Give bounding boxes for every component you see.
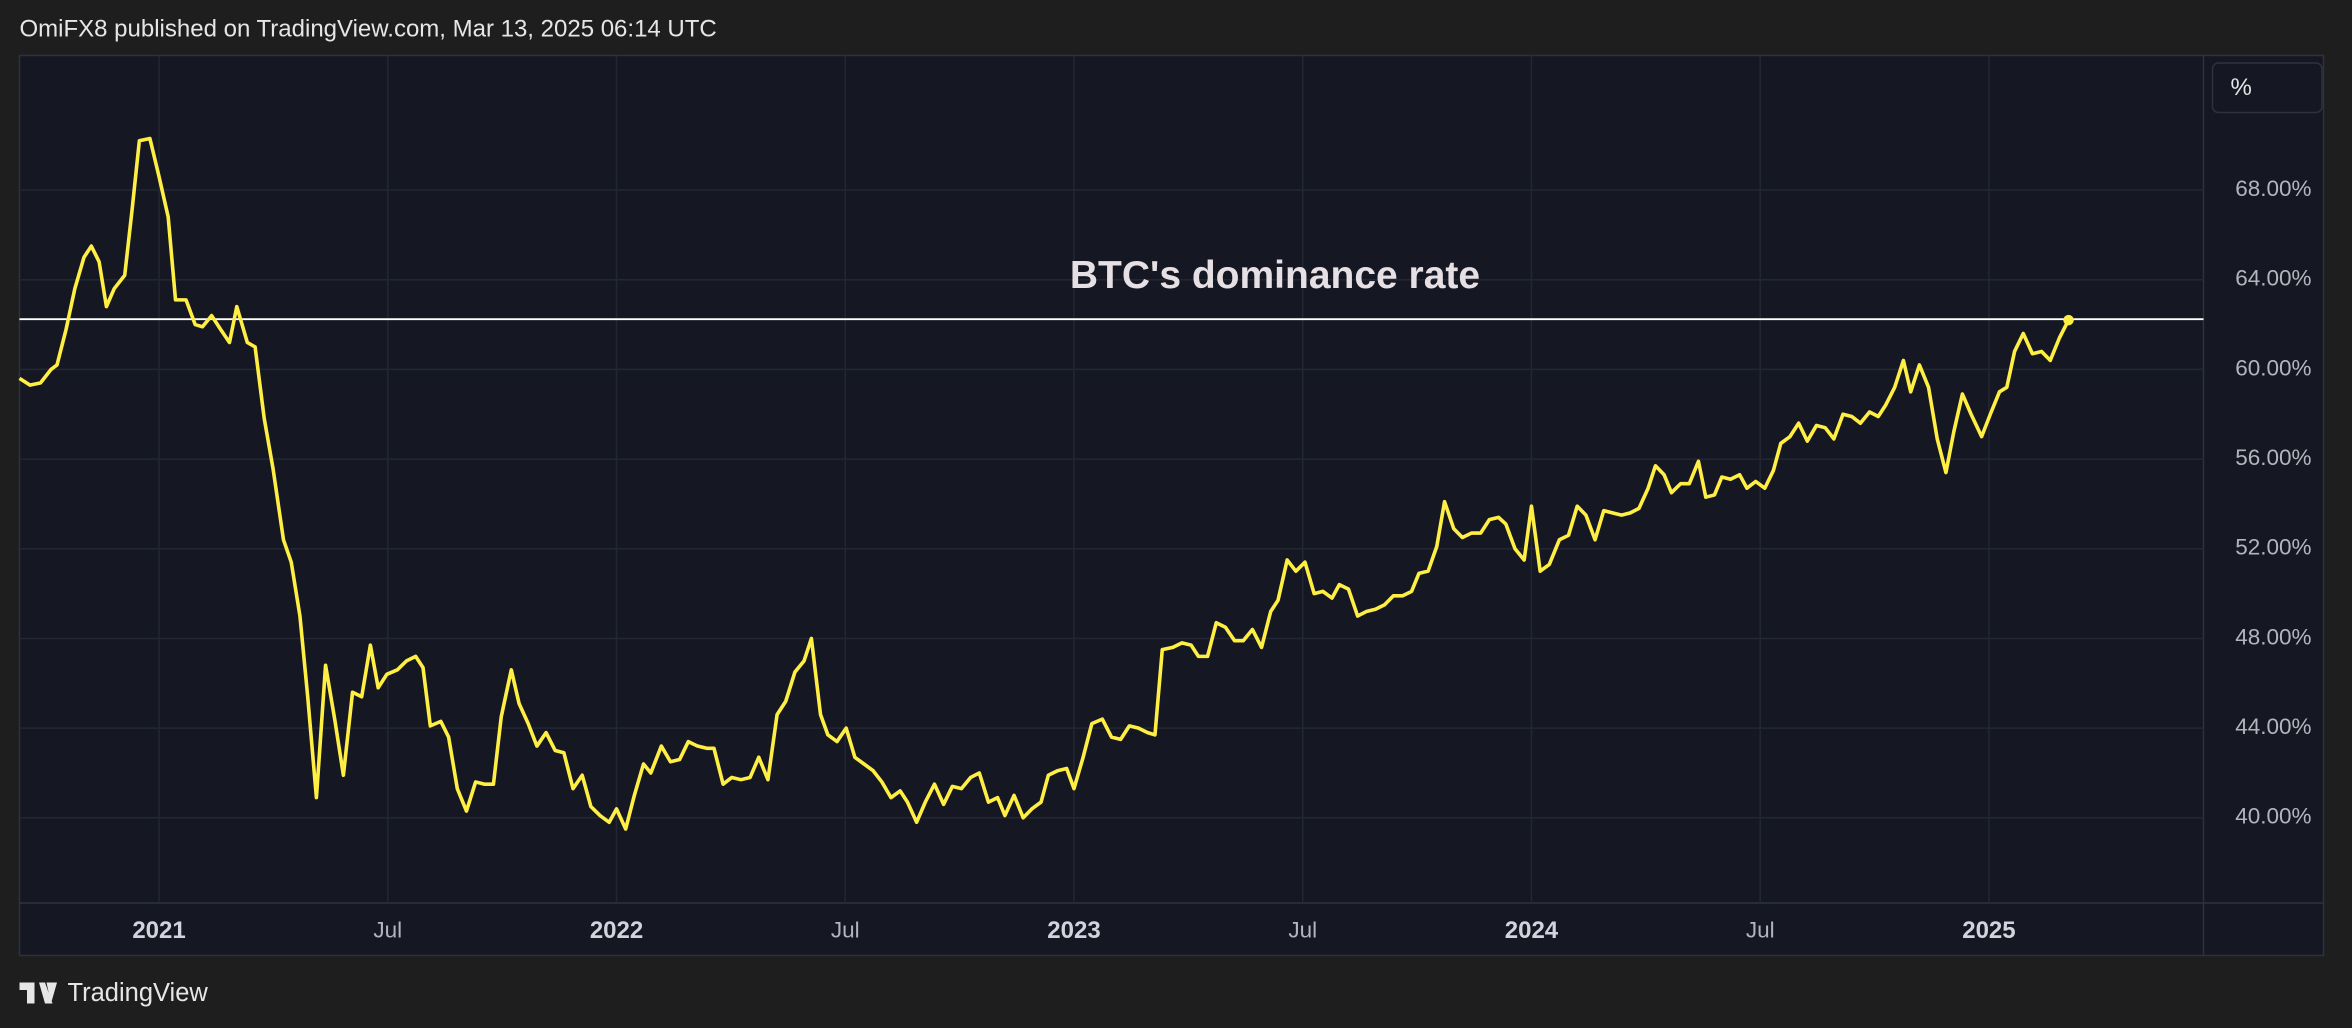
footer-logo <box>19 982 57 1004</box>
x-tick-label: Jul <box>831 917 860 942</box>
x-tick-label: 2023 <box>1047 917 1100 944</box>
unit-button[interactable] <box>2211 62 2323 114</box>
grid: 40.00% 44.00% 48.00% 52.00% 56.00% 60.00% 64.0… <box>19 55 2312 944</box>
x-tick-label: 2024 <box>1505 917 1559 944</box>
x-tick-label: 2022 <box>590 917 643 944</box>
header: OmiFX8 published on TradingView.com, Mar… <box>20 15 717 42</box>
last-point <box>2063 314 2074 326</box>
x-tick-label: Jul <box>1746 917 1775 942</box>
y-tick-label: 40.00% <box>2235 804 2311 829</box>
y-tick-label: 60.00% <box>2235 355 2311 380</box>
y-tick-label: 44.00% <box>2235 714 2311 739</box>
plot: BTC's dominance rate <box>18 136 2204 831</box>
y-tick-label: 64.00% <box>2235 266 2311 291</box>
y-tick-label: 52.00% <box>2235 535 2311 560</box>
y-tick-label: 56.00% <box>2235 445 2311 470</box>
unit-button-label[interactable]: % <box>2231 74 2252 101</box>
footer-brand: TradingView <box>68 979 209 1007</box>
x-tick-label: 2021 <box>132 917 185 944</box>
chart-panel <box>18 54 2325 957</box>
x-tick-label: 2025 <box>1962 917 2015 944</box>
y-tick-label: 68.00% <box>2235 176 2311 201</box>
x-tick-label: Jul <box>373 917 402 942</box>
annotation: BTC's dominance rate <box>1070 254 1480 297</box>
series-line <box>18 136 2071 831</box>
x-tick-label: Jul <box>1288 917 1317 942</box>
y-tick-label: 48.00% <box>2235 624 2311 649</box>
